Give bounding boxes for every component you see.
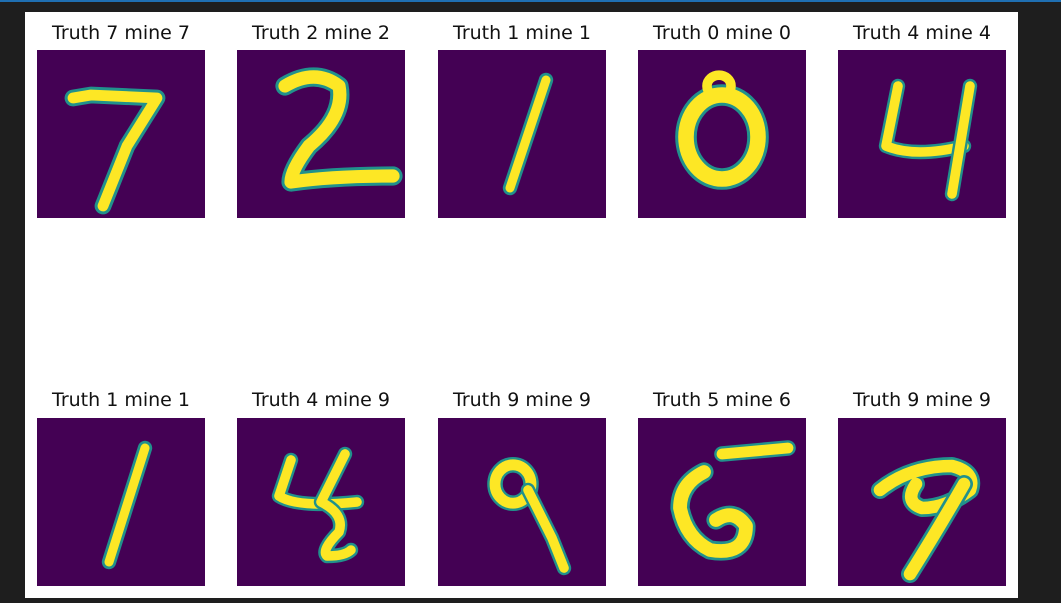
panel-10: Truth 9 mine 9	[838, 379, 1006, 586]
panel-title: Truth 9 mine 9	[853, 389, 991, 411]
digit-4-image	[237, 418, 405, 586]
digit-0-image	[638, 50, 806, 218]
panel-6: Truth 1 mine 1	[37, 379, 205, 586]
digit-9-image	[438, 418, 606, 586]
panel-2: Truth 2 mine 2	[237, 12, 405, 218]
panel-9: Truth 5 mine 6	[638, 379, 806, 586]
panel-title: Truth 9 mine 9	[453, 389, 591, 411]
panel-1: Truth 7 mine 7	[37, 12, 205, 218]
top-accent-line	[0, 0, 1061, 2]
digit-1-image	[438, 50, 606, 218]
panel-3: Truth 1 mine 1	[438, 12, 606, 218]
panel-title: Truth 1 mine 1	[453, 22, 591, 44]
panel-title: Truth 4 mine 4	[853, 22, 991, 44]
panel-7: Truth 4 mine 9	[237, 379, 405, 586]
digit-7-image	[37, 50, 205, 218]
panel-title: Truth 2 mine 2	[252, 22, 390, 44]
panel-4: Truth 0 mine 0	[638, 12, 806, 218]
digit-9-image	[838, 418, 1006, 586]
panel-title: Truth 5 mine 6	[653, 389, 791, 411]
digit-4-image	[838, 50, 1006, 218]
digit-1-image	[37, 418, 205, 586]
panel-title: Truth 0 mine 0	[653, 22, 791, 44]
panel-title: Truth 4 mine 9	[252, 389, 390, 411]
output-figure: Truth 7 mine 7 Truth 2 mine 2 Truth 1 mi…	[25, 12, 1018, 598]
panel-8: Truth 9 mine 9	[438, 379, 606, 586]
digit-5-image	[638, 418, 806, 586]
panel-title: Truth 7 mine 7	[52, 22, 190, 44]
panel-title: Truth 1 mine 1	[52, 389, 190, 411]
panel-5: Truth 4 mine 4	[838, 12, 1006, 218]
digit-2-image	[237, 50, 405, 218]
